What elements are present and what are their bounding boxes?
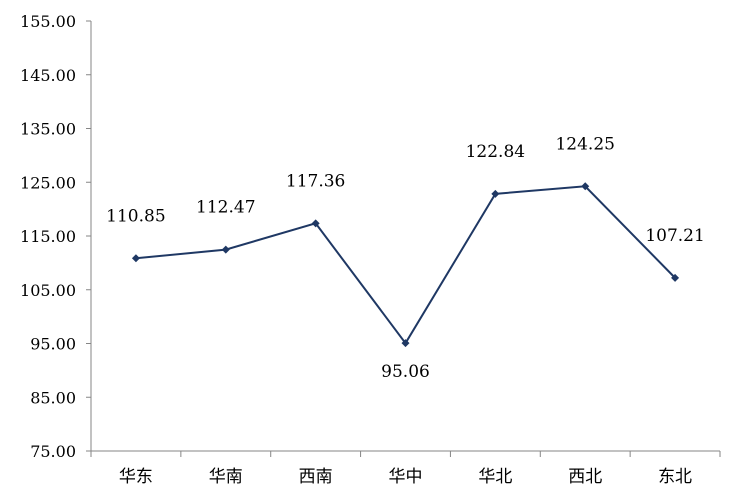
x-tick-label: 华中 — [389, 467, 423, 487]
data-label: 112.47 — [196, 198, 255, 218]
data-label: 107.21 — [645, 226, 704, 246]
data-point — [671, 273, 680, 282]
data-labels: 110.85 112.47 117.36 95.06 122.84 124.25 107.2… — [106, 134, 705, 382]
x-tick-label: 华东 — [119, 467, 153, 487]
y-tick-label: 125.00 — [20, 173, 76, 192]
data-point — [221, 245, 230, 254]
data-label: 117.36 — [286, 171, 345, 191]
data-point — [311, 219, 320, 228]
data-point — [401, 339, 410, 348]
x-tick-label: 华南 — [209, 467, 243, 487]
y-axis: 75.00 85.00 95.00 105.00 115.00 125.00 135.00 1… — [20, 12, 92, 461]
y-tick-label: 145.00 — [20, 66, 76, 85]
data-label: 110.85 — [106, 206, 165, 226]
y-tick-label: 75.00 — [30, 442, 76, 461]
y-tick-label: 105.00 — [20, 281, 76, 300]
data-label: 124.25 — [555, 134, 614, 154]
data-point — [491, 189, 500, 198]
y-tick-label: 155.00 — [20, 12, 76, 31]
data-point — [131, 254, 140, 263]
x-tick-label: 华北 — [478, 467, 512, 487]
x-tick-label: 东北 — [658, 467, 692, 487]
series-group — [131, 182, 680, 348]
x-axis: 华东 华南 西南 华中 华北 西北 东北 — [90, 450, 721, 487]
y-tick-label: 115.00 — [20, 227, 76, 246]
x-tick-label: 西北 — [568, 467, 602, 487]
data-label: 95.06 — [381, 362, 430, 382]
y-tick-label: 135.00 — [20, 120, 76, 139]
data-point — [581, 182, 590, 191]
y-tick-label: 85.00 — [30, 388, 76, 407]
x-tick-label: 西南 — [299, 467, 333, 487]
data-label: 122.84 — [466, 142, 525, 162]
y-tick-label: 95.00 — [30, 335, 76, 354]
